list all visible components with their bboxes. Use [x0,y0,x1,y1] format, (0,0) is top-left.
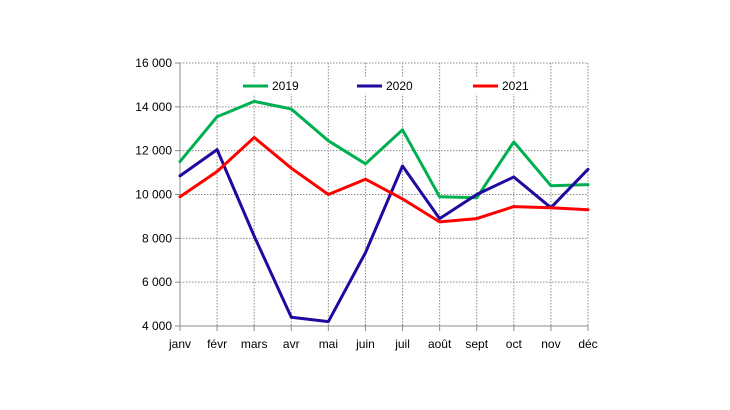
x-tick-label: oct [506,337,523,351]
x-tick-label: mars [241,337,268,351]
x-tick-label: mai [319,337,338,351]
legend: 2019 2020 2021 [240,78,542,94]
y-tick-label: 4 000 [142,319,172,333]
legend-entry-bg [470,78,542,94]
legend-label-2019: 2019 [272,79,299,93]
legend-entry-bg [354,78,426,94]
y-tick-label: 16 000 [135,56,172,70]
y-tick-label: 8 000 [142,231,172,245]
legend-label-2020: 2020 [386,79,413,93]
legend-label-2021: 2021 [502,79,529,93]
x-tick-label: sept [465,337,488,351]
x-tick-label: juil [394,337,410,351]
y-tick-label: 14 000 [135,100,172,114]
y-tick-label: 12 000 [135,144,172,158]
x-tick-label: janv [168,337,191,351]
y-tick-label: 10 000 [135,188,172,202]
series-line-2021 [178,136,590,224]
x-tick-label: févr [207,337,227,351]
x-tick-label: nov [541,337,560,351]
y-axis-tick-labels: 4 000 6 000 8 000 10 000 12 000 14 000 16 000 [135,56,172,333]
series-line-2019 [178,99,590,200]
x-tick-label: août [428,337,452,351]
x-tick-label: juin [355,337,375,351]
series-line-2020 [178,148,590,324]
x-axis-tick-labels: janv févr mars avr mai juin juil août sept oct nov… [168,337,598,351]
y-tick-label: 6 000 [142,275,172,289]
x-tick-label: avr [283,337,300,351]
series-lines [178,99,590,324]
x-tick-label: déc [578,337,597,351]
legend-entry-bg [240,78,312,94]
axes [175,62,589,331]
